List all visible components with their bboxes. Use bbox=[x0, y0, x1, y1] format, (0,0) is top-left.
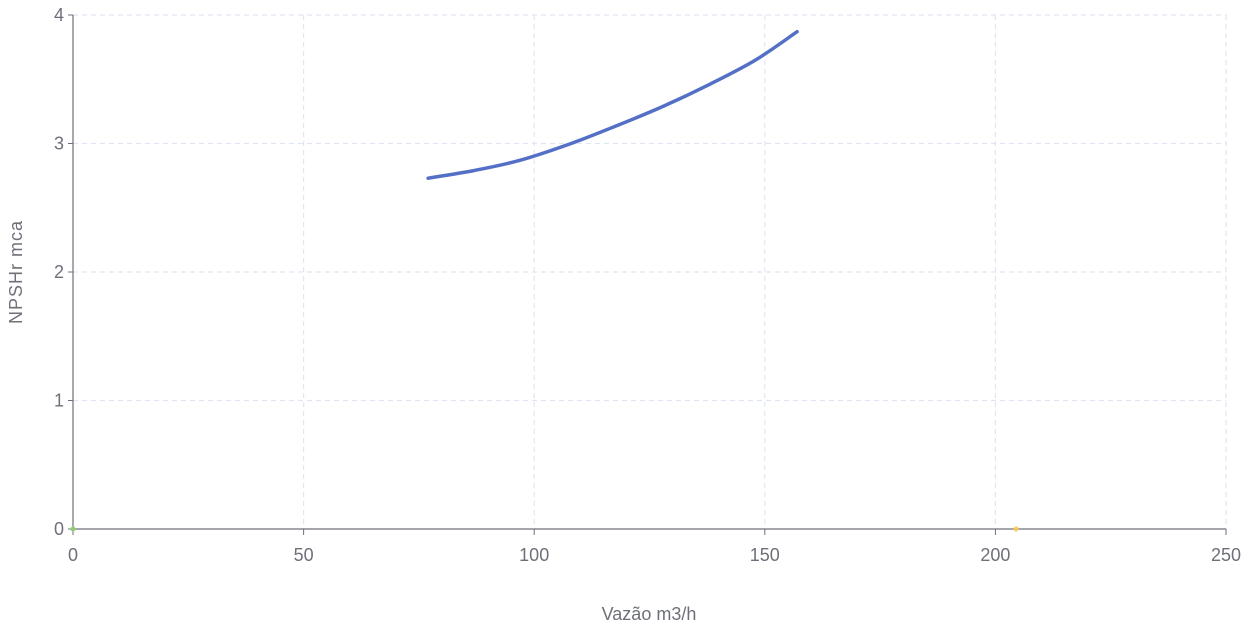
y-tick-label: 2 bbox=[54, 262, 64, 282]
x-tick-label: 50 bbox=[294, 545, 314, 565]
y-tick-label: 0 bbox=[54, 519, 64, 539]
x-tick-label: 250 bbox=[1211, 545, 1241, 565]
axes: 0 1 2 3 4 0 50 100 150 200 250 bbox=[54, 5, 1241, 565]
y-tick-label: 1 bbox=[54, 391, 64, 411]
axis-marker-point bbox=[70, 526, 76, 532]
x-tick-label: 100 bbox=[519, 545, 549, 565]
y-tick-label: 3 bbox=[54, 134, 64, 154]
marker-layer bbox=[70, 526, 1019, 532]
npshr-curve bbox=[426, 29, 799, 180]
x-tick-label: 0 bbox=[68, 545, 78, 565]
series-layer bbox=[426, 29, 799, 180]
axis-marker-point bbox=[1013, 526, 1019, 532]
x-tick-label: 200 bbox=[980, 545, 1010, 565]
x-axis-title: Vazão m3/h bbox=[602, 604, 697, 624]
y-tick-label: 4 bbox=[54, 5, 64, 25]
grid bbox=[73, 14, 1227, 529]
x-tick-label: 150 bbox=[750, 545, 780, 565]
y-axis-title: NPSHr mca bbox=[6, 220, 26, 324]
